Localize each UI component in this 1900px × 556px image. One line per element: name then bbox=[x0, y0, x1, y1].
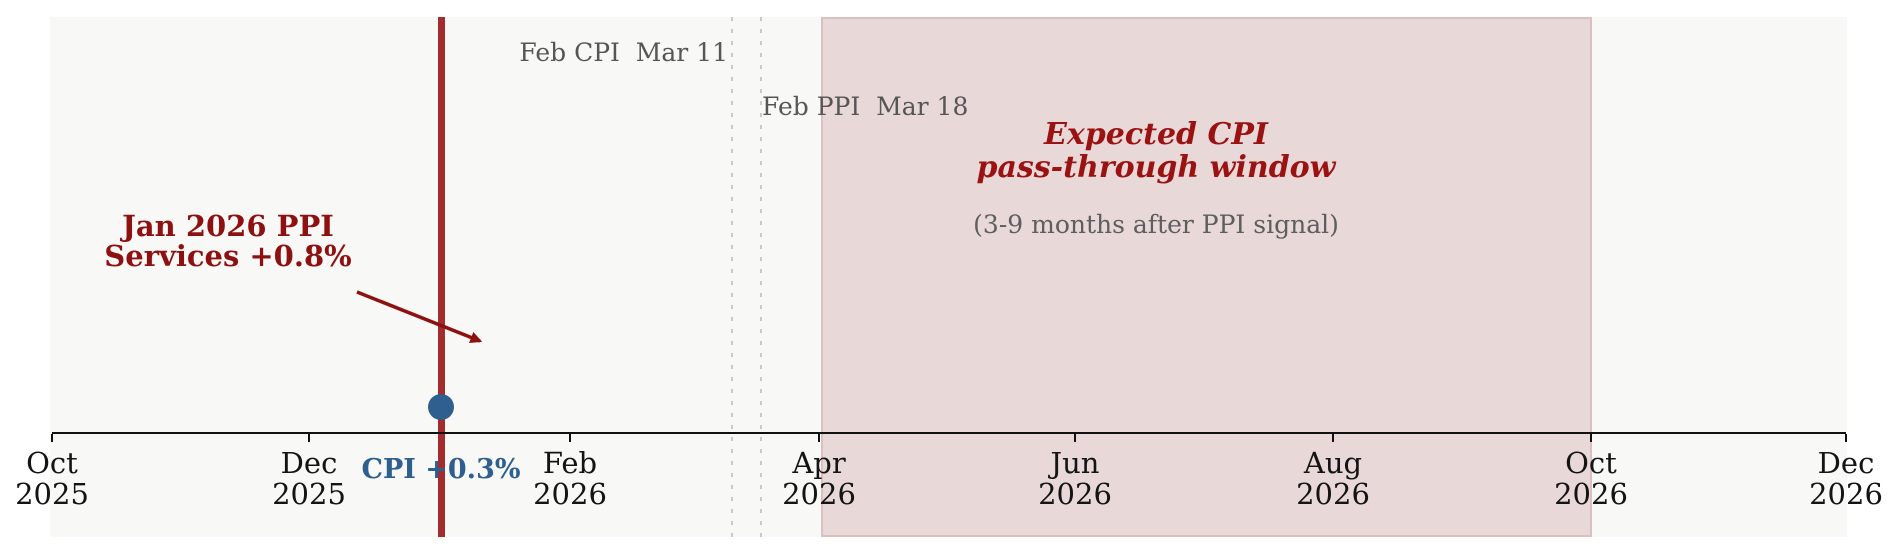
tick-label-jun-2026: Jun 2026 bbox=[995, 448, 1155, 510]
tick-label-aug-2026: Aug 2026 bbox=[1253, 448, 1413, 510]
cpi-data-point bbox=[428, 394, 454, 420]
window-title-line1: Expected CPI bbox=[1044, 117, 1268, 152]
tick-label-feb-2026: Feb 2026 bbox=[490, 448, 650, 510]
plot-area: Expected CPI pass-through window (3-9 mo… bbox=[15, 17, 1883, 537]
tick-label-apr-2026: Apr 2026 bbox=[739, 448, 899, 510]
tick-feb-2026 bbox=[569, 434, 571, 442]
tick-month: Oct bbox=[26, 446, 78, 480]
tick-year: 2025 bbox=[272, 477, 346, 511]
tick-month: Jun bbox=[1050, 446, 1100, 480]
tick-month: Feb bbox=[542, 446, 598, 480]
window-subtitle: (3-9 months after PPI signal) bbox=[973, 210, 1339, 239]
tick-jun-2026 bbox=[1074, 434, 1076, 442]
tick-year: 2026 bbox=[1554, 477, 1628, 511]
tick-aug-2026 bbox=[1332, 434, 1334, 442]
feb-cpi-release-line bbox=[731, 17, 733, 537]
tick-oct-2025 bbox=[51, 434, 53, 442]
feb-ppi-release-line bbox=[760, 17, 762, 537]
tick-month: Apr bbox=[792, 446, 846, 480]
ppi-annotation: Jan 2026 PPI Services +0.8% bbox=[98, 211, 358, 271]
x-axis-line bbox=[52, 432, 1846, 434]
tick-dec-2026 bbox=[1845, 434, 1847, 442]
feb-ppi-release-label: Feb PPI Mar 18 bbox=[762, 92, 969, 121]
tick-label-oct-2025: Oct 2025 bbox=[0, 448, 132, 510]
cpi-point-label: CPI +0.3% bbox=[361, 454, 521, 485]
tick-month: Aug bbox=[1303, 446, 1363, 480]
window-title-line2: pass-through window bbox=[976, 150, 1336, 185]
tick-label-dec-2025: Dec 2025 bbox=[229, 448, 389, 510]
tick-oct-2026 bbox=[1590, 434, 1592, 442]
tick-year: 2026 bbox=[1809, 477, 1883, 511]
tick-label-dec-2026: Dec 2026 bbox=[1766, 448, 1900, 510]
window-title: Expected CPI pass-through window bbox=[856, 118, 1456, 184]
tick-dec-2025 bbox=[308, 434, 310, 442]
tick-apr-2026 bbox=[818, 434, 820, 442]
tick-label-oct-2026: Oct 2026 bbox=[1511, 448, 1671, 510]
tick-month: Dec bbox=[1817, 446, 1875, 480]
feb-cpi-release-label: Feb CPI Mar 11 bbox=[519, 38, 728, 67]
tick-year: 2025 bbox=[15, 477, 89, 511]
ppi-signal-line bbox=[438, 17, 445, 537]
tick-year: 2026 bbox=[1038, 477, 1112, 511]
annotation-arrow bbox=[356, 290, 483, 344]
ppi-annotation-line1: Jan 2026 PPI bbox=[122, 209, 334, 243]
tick-month: Oct bbox=[1565, 446, 1617, 480]
tick-year: 2026 bbox=[782, 477, 856, 511]
tick-year: 2026 bbox=[533, 477, 607, 511]
pass-through-window-region bbox=[821, 17, 1592, 537]
ppi-annotation-line2: Services +0.8% bbox=[104, 239, 352, 273]
tick-year: 2026 bbox=[1296, 477, 1370, 511]
tick-month: Dec bbox=[280, 446, 338, 480]
